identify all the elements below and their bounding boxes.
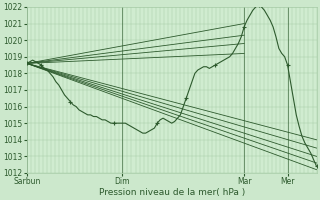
X-axis label: Pression niveau de la mer( hPa ): Pression niveau de la mer( hPa ) xyxy=(99,188,245,197)
